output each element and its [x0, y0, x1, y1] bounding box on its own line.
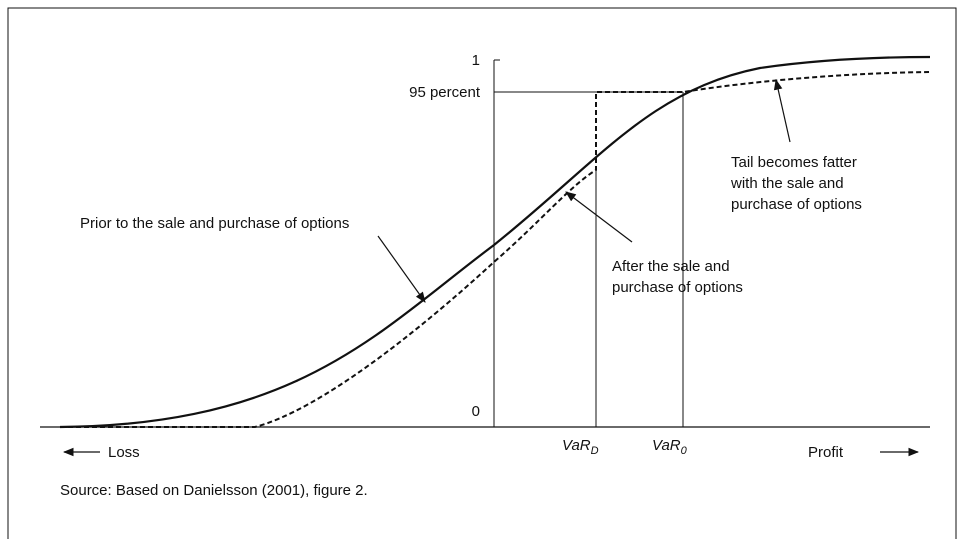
- tail-arrow: [773, 78, 791, 143]
- profit-label: Profit: [808, 444, 844, 461]
- var-0-label: VaR0: [652, 437, 688, 457]
- prior-arrow: [377, 235, 426, 303]
- source-note: Source: Based on Danielsson (2001), figu…: [60, 482, 368, 499]
- y-top-label: 1: [472, 52, 480, 69]
- var-0-sub: 0: [681, 445, 688, 457]
- loss-label: Loss: [108, 444, 140, 461]
- tail-annotation-2: with the sale and: [730, 175, 844, 192]
- prior-annotation: Prior to the sale and purchase of option…: [80, 215, 349, 232]
- var-d-sub: D: [591, 445, 599, 457]
- y-bottom-label: 0: [472, 403, 480, 420]
- y-95-label: 95 percent: [409, 84, 481, 101]
- var-0-main: VaR: [652, 437, 681, 454]
- var-d-label: VaRD: [562, 437, 599, 457]
- tail-annotation-1: Tail becomes fatter: [731, 154, 857, 171]
- after-curve: [60, 71, 931, 428]
- tail-annotation-3: purchase of options: [731, 196, 862, 213]
- after-annotation-1: After the sale and: [612, 258, 730, 275]
- frame: [7, 7, 957, 539]
- after-annotation-2: purchase of options: [612, 279, 743, 296]
- prior-curve: [59, 55, 931, 429]
- after-arrow: [565, 191, 633, 243]
- var-d-main: VaR: [562, 437, 591, 454]
